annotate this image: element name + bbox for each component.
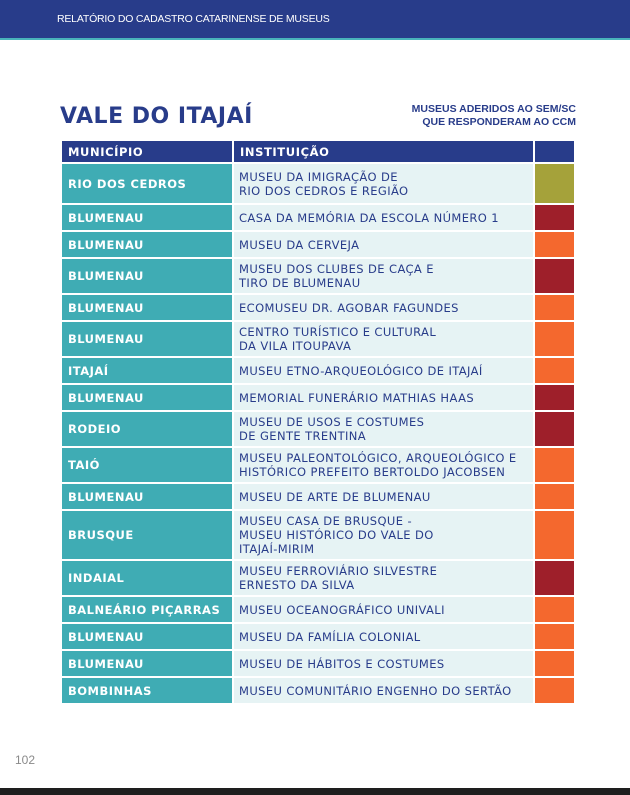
municipio-cell: BLUMENAU bbox=[60, 622, 234, 651]
instituicao-cell: CASA DA MEMÓRIA DA ESCOLA NÚMERO 1 bbox=[232, 203, 535, 232]
table-row: RIO DOS CEDROS MUSEU DA IMIGRAÇÃO DE RIO … bbox=[60, 162, 576, 205]
instituicao-cell: MUSEU DE USOS E COSTUMES DE GENTE TRENTI… bbox=[232, 410, 535, 448]
status-swatch bbox=[533, 383, 576, 412]
table-row: BLUMENAU ECOMUSEU DR. AGOBAR FAGUNDES bbox=[60, 293, 576, 322]
bottom-bar bbox=[0, 788, 630, 795]
table-row: BLUMENAU MUSEU DA FAMÍLIA COLONIAL bbox=[60, 622, 576, 651]
legend-line-1: MUSEUS ADERIDOS AO SEM/SC bbox=[411, 103, 576, 115]
status-swatch bbox=[533, 446, 576, 484]
column-header-status bbox=[533, 139, 576, 164]
table-row: BLUMENAU CENTRO TURÍSTICO E CULTURAL DA V… bbox=[60, 320, 576, 358]
municipio-cell: BLUMENAU bbox=[60, 383, 234, 412]
legend: MUSEUS ADERIDOS AO SEM/SC QUE RESPONDERA… bbox=[412, 103, 576, 129]
instituicao-cell: ECOMUSEU DR. AGOBAR FAGUNDES bbox=[232, 293, 535, 322]
instituicao-cell: MUSEU DA IMIGRAÇÃO DE RIO DOS CEDROS E R… bbox=[232, 162, 535, 205]
table-row: INDAIAL MUSEU FERROVIÁRIO SILVESTRE ERNES… bbox=[60, 559, 576, 597]
table-row: BLUMENAU MEMORIAL FUNERÁRIO MATHIAS HAAS bbox=[60, 383, 576, 412]
instituicao-cell: MUSEU DA FAMÍLIA COLONIAL bbox=[232, 622, 535, 651]
instituicao-cell: MUSEU COMUNITÁRIO ENGENHO DO SERTÃO bbox=[232, 676, 535, 705]
municipio-cell: BOMBINHAS bbox=[60, 676, 234, 705]
status-swatch bbox=[533, 482, 576, 511]
municipio-cell: RIO DOS CEDROS bbox=[60, 162, 234, 205]
municipio-cell: BLUMENAU bbox=[60, 649, 234, 678]
table-row: TAIÓ MUSEU PALEONTOLÓGICO, ARQUEOLÓGICO E… bbox=[60, 446, 576, 484]
museums-table: MUNICÍPIO INSTITUIÇÃO RIO DOS CEDROS MUSE… bbox=[60, 139, 576, 705]
running-title: RELATÓRIO DO CADASTRO CATARINENSE DE MUS… bbox=[57, 13, 330, 25]
table-header-row: MUNICÍPIO INSTITUIÇÃO bbox=[60, 139, 576, 164]
instituicao-cell: MEMORIAL FUNERÁRIO MATHIAS HAAS bbox=[232, 383, 535, 412]
column-header-instituicao: INSTITUIÇÃO bbox=[232, 139, 535, 164]
table-row: BLUMENAU MUSEU DOS CLUBES DE CAÇA E TIRO … bbox=[60, 257, 576, 295]
instituicao-cell: CENTRO TURÍSTICO E CULTURAL DA VILA ITOU… bbox=[232, 320, 535, 358]
instituicao-cell: MUSEU CASA DE BRUSQUE - MUSEU HISTÓRICO … bbox=[232, 509, 535, 561]
table-row: BRUSQUE MUSEU CASA DE BRUSQUE - MUSEU HIS… bbox=[60, 509, 576, 561]
instituicao-cell: MUSEU OCEANOGRÁFICO UNIVALI bbox=[232, 595, 535, 624]
table-row: BLUMENAU MUSEU DE HÁBITOS E COSTUMES bbox=[60, 649, 576, 678]
status-swatch bbox=[533, 622, 576, 651]
status-swatch bbox=[533, 559, 576, 597]
municipio-cell: BLUMENAU bbox=[60, 320, 234, 358]
table-row: BLUMENAU MUSEU DA CERVEJA bbox=[60, 230, 576, 259]
municipio-cell: TAIÓ bbox=[60, 446, 234, 484]
status-swatch bbox=[533, 293, 576, 322]
instituicao-cell: MUSEU DA CERVEJA bbox=[232, 230, 535, 259]
status-swatch bbox=[533, 595, 576, 624]
column-header-municipio: MUNICÍPIO bbox=[60, 139, 234, 164]
instituicao-cell: MUSEU DE HÁBITOS E COSTUMES bbox=[232, 649, 535, 678]
table-row: BALNEÁRIO PIÇARRAS MUSEU OCEANOGRÁFICO UN… bbox=[60, 595, 576, 624]
municipio-cell: INDAIAL bbox=[60, 559, 234, 597]
status-swatch bbox=[533, 230, 576, 259]
status-swatch bbox=[533, 676, 576, 705]
table-row: BOMBINHAS MUSEU COMUNITÁRIO ENGENHO DO SE… bbox=[60, 676, 576, 705]
municipio-cell: BLUMENAU bbox=[60, 293, 234, 322]
municipio-cell: BLUMENAU bbox=[60, 203, 234, 232]
instituicao-cell: MUSEU FERROVIÁRIO SILVESTRE ERNESTO DA S… bbox=[232, 559, 535, 597]
instituicao-cell: MUSEU DE ARTE DE BLUMENAU bbox=[232, 482, 535, 511]
status-swatch bbox=[533, 162, 576, 205]
table-row: RODEIO MUSEU DE USOS E COSTUMES DE GENTE … bbox=[60, 410, 576, 448]
instituicao-cell: MUSEU DOS CLUBES DE CAÇA E TIRO DE BLUME… bbox=[232, 257, 535, 295]
municipio-cell: ITAJAÍ bbox=[60, 356, 234, 385]
status-swatch bbox=[533, 356, 576, 385]
municipio-cell: BLUMENAU bbox=[60, 257, 234, 295]
status-swatch bbox=[533, 649, 576, 678]
table-row: BLUMENAU CASA DA MEMÓRIA DA ESCOLA NÚMERO… bbox=[60, 203, 576, 232]
table-row: ITAJAÍ MUSEU ETNO-ARQUEOLÓGICO DE ITAJAÍ bbox=[60, 356, 576, 385]
municipio-cell: RODEIO bbox=[60, 410, 234, 448]
municipio-cell: BLUMENAU bbox=[60, 230, 234, 259]
table-row: BLUMENAU MUSEU DE ARTE DE BLUMENAU bbox=[60, 482, 576, 511]
municipio-cell: BALNEÁRIO PIÇARRAS bbox=[60, 595, 234, 624]
municipio-cell: BRUSQUE bbox=[60, 509, 234, 561]
legend-line-2: QUE RESPONDERAM AO CCM bbox=[422, 116, 576, 128]
status-swatch bbox=[533, 320, 576, 358]
instituicao-cell: MUSEU ETNO-ARQUEOLÓGICO DE ITAJAÍ bbox=[232, 356, 535, 385]
status-swatch bbox=[533, 509, 576, 561]
status-swatch bbox=[533, 410, 576, 448]
section-title: VALE DO ITAJAÍ bbox=[60, 104, 253, 129]
status-swatch bbox=[533, 203, 576, 232]
instituicao-cell: MUSEU PALEONTOLÓGICO, ARQUEOLÓGICO E HIS… bbox=[232, 446, 535, 484]
page-number: 102 bbox=[15, 753, 36, 767]
status-swatch bbox=[533, 257, 576, 295]
running-header: RELATÓRIO DO CADASTRO CATARINENSE DE MUS… bbox=[0, 0, 630, 40]
municipio-cell: BLUMENAU bbox=[60, 482, 234, 511]
